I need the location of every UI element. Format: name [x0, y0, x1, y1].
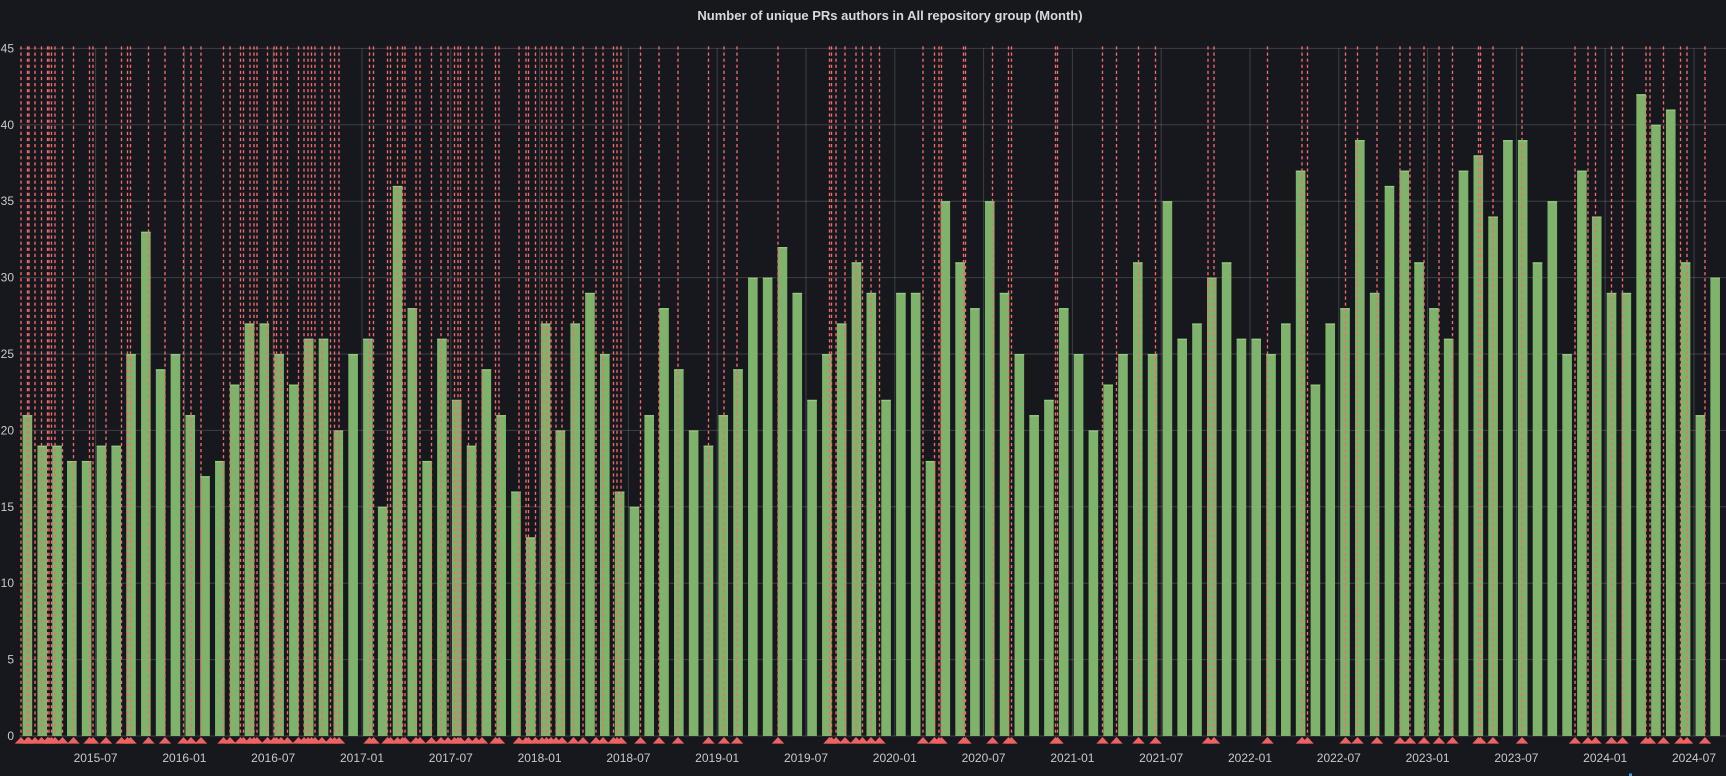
svg-text:2021-07: 2021-07	[1139, 751, 1183, 765]
svg-text:2021-01: 2021-01	[1050, 751, 1094, 765]
svg-text:0: 0	[7, 729, 14, 743]
svg-text:2022-07: 2022-07	[1317, 751, 1361, 765]
svg-text:45: 45	[1, 41, 15, 55]
svg-text:2018-01: 2018-01	[518, 751, 562, 765]
svg-text:2020-01: 2020-01	[873, 751, 917, 765]
svg-text:15: 15	[1, 500, 15, 514]
svg-text:2020-07: 2020-07	[962, 751, 1006, 765]
svg-text:25: 25	[1, 347, 15, 361]
svg-text:10: 10	[1, 576, 15, 590]
svg-text:35: 35	[1, 194, 15, 208]
svg-text:2018-07: 2018-07	[606, 751, 650, 765]
svg-text:20: 20	[1, 423, 15, 437]
svg-text:2019-01: 2019-01	[695, 751, 739, 765]
svg-text:2023-07: 2023-07	[1494, 751, 1538, 765]
svg-text:2016-01: 2016-01	[162, 751, 206, 765]
svg-text:2016-07: 2016-07	[251, 751, 295, 765]
svg-text:2017-07: 2017-07	[429, 751, 473, 765]
svg-text:2022-01: 2022-01	[1228, 751, 1272, 765]
svg-text:Number of unique PRs authors i: Number of unique PRs authors in All repo…	[697, 8, 1082, 23]
svg-text:2024-07: 2024-07	[1672, 751, 1716, 765]
svg-text:5: 5	[7, 653, 14, 667]
svg-text:2017-01: 2017-01	[340, 751, 384, 765]
svg-text:40: 40	[1, 118, 15, 132]
svg-text:30: 30	[1, 271, 15, 285]
svg-text:2019-07: 2019-07	[784, 751, 828, 765]
svg-text:2024-01: 2024-01	[1583, 751, 1627, 765]
svg-text:2023-01: 2023-01	[1406, 751, 1450, 765]
svg-text:2015-07: 2015-07	[74, 751, 118, 765]
